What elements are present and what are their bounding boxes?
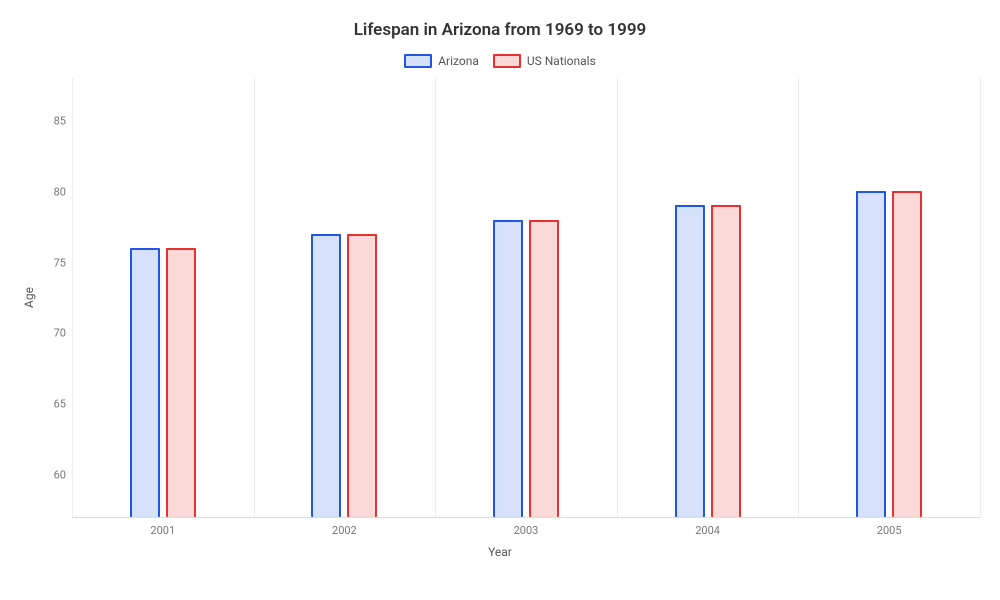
legend-label-us-nationals: US Nationals [527,54,596,68]
x-tick: 2005 [798,518,980,537]
x-tick: 2004 [617,518,799,537]
x-tick: 2001 [72,518,254,537]
plot-row: Age 60 65 70 75 80 85 [20,78,980,518]
bar-us-nationals [347,234,377,517]
chart-title: Lifespan in Arizona from 1969 to 1999 [20,20,980,40]
bar-arizona [675,205,705,517]
bar-us-nationals [892,191,922,517]
x-axis-label: Year [20,545,980,559]
y-tick: 60 [54,469,66,482]
bar-arizona [856,191,886,517]
bars-layer [72,78,980,517]
bar-group [617,78,799,517]
y-tick: 80 [54,185,66,198]
bar-group [72,78,254,517]
plot-area [72,78,980,518]
bar-group [435,78,617,517]
bar-arizona [311,234,341,517]
y-tick: 85 [54,114,66,127]
gridline-vertical [435,78,436,517]
legend-swatch-us-nationals [493,54,521,68]
y-axis-label: Age [20,78,38,518]
y-tick: 75 [54,256,66,269]
legend-swatch-arizona [404,54,432,68]
chart-container: Lifespan in Arizona from 1969 to 1999 Ar… [0,0,1000,600]
y-axis-ticks: 60 65 70 75 80 85 [38,78,72,518]
legend: Arizona US Nationals [20,54,980,68]
bar-arizona [493,220,523,517]
legend-item-us-nationals: US Nationals [493,54,596,68]
x-axis-ticks: 20012002200320042005 [72,518,980,537]
gridline-vertical [72,78,73,517]
bar-group [798,78,980,517]
legend-item-arizona: Arizona [404,54,479,68]
bar-us-nationals [529,220,559,517]
bar-arizona [130,248,160,517]
y-tick: 65 [54,398,66,411]
gridline-vertical [254,78,255,517]
x-tick: 2002 [254,518,436,537]
gridline-vertical [617,78,618,517]
y-tick: 70 [54,327,66,340]
bar-us-nationals [166,248,196,517]
bar-group [254,78,436,517]
bar-us-nationals [711,205,741,517]
legend-label-arizona: Arizona [438,54,479,68]
gridline-vertical [798,78,799,517]
x-tick: 2003 [435,518,617,537]
gridline-vertical [980,78,981,517]
